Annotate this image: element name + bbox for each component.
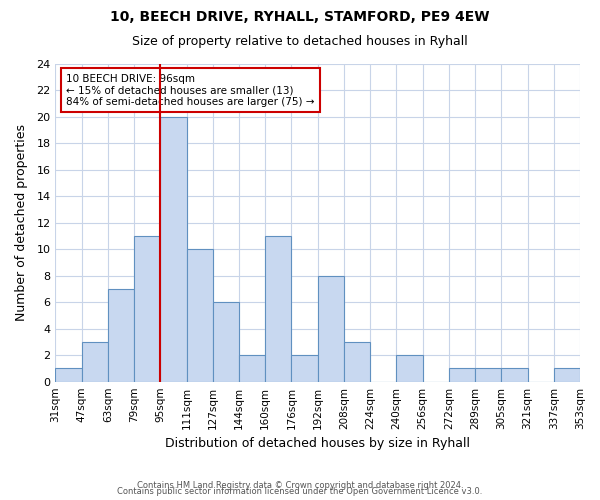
- Text: 10 BEECH DRIVE: 96sqm
← 15% of detached houses are smaller (13)
84% of semi-deta: 10 BEECH DRIVE: 96sqm ← 15% of detached …: [66, 74, 314, 106]
- Bar: [292, 355, 318, 382]
- Text: Contains HM Land Registry data © Crown copyright and database right 2024.: Contains HM Land Registry data © Crown c…: [137, 481, 463, 490]
- Bar: [318, 276, 344, 382]
- Bar: [502, 368, 527, 382]
- Text: 10, BEECH DRIVE, RYHALL, STAMFORD, PE9 4EW: 10, BEECH DRIVE, RYHALL, STAMFORD, PE9 4…: [110, 10, 490, 24]
- Bar: [82, 342, 108, 382]
- Text: Contains public sector information licensed under the Open Government Licence v3: Contains public sector information licen…: [118, 488, 482, 496]
- Bar: [239, 355, 265, 382]
- Bar: [213, 302, 239, 382]
- Bar: [397, 355, 422, 382]
- Bar: [134, 236, 160, 382]
- Bar: [265, 236, 292, 382]
- Bar: [344, 342, 370, 382]
- Y-axis label: Number of detached properties: Number of detached properties: [15, 124, 28, 322]
- Bar: [475, 368, 502, 382]
- X-axis label: Distribution of detached houses by size in Ryhall: Distribution of detached houses by size …: [165, 437, 470, 450]
- Bar: [449, 368, 475, 382]
- Bar: [160, 117, 187, 382]
- Bar: [187, 250, 213, 382]
- Text: Size of property relative to detached houses in Ryhall: Size of property relative to detached ho…: [132, 35, 468, 48]
- Bar: [108, 289, 134, 382]
- Bar: [55, 368, 82, 382]
- Bar: [554, 368, 580, 382]
